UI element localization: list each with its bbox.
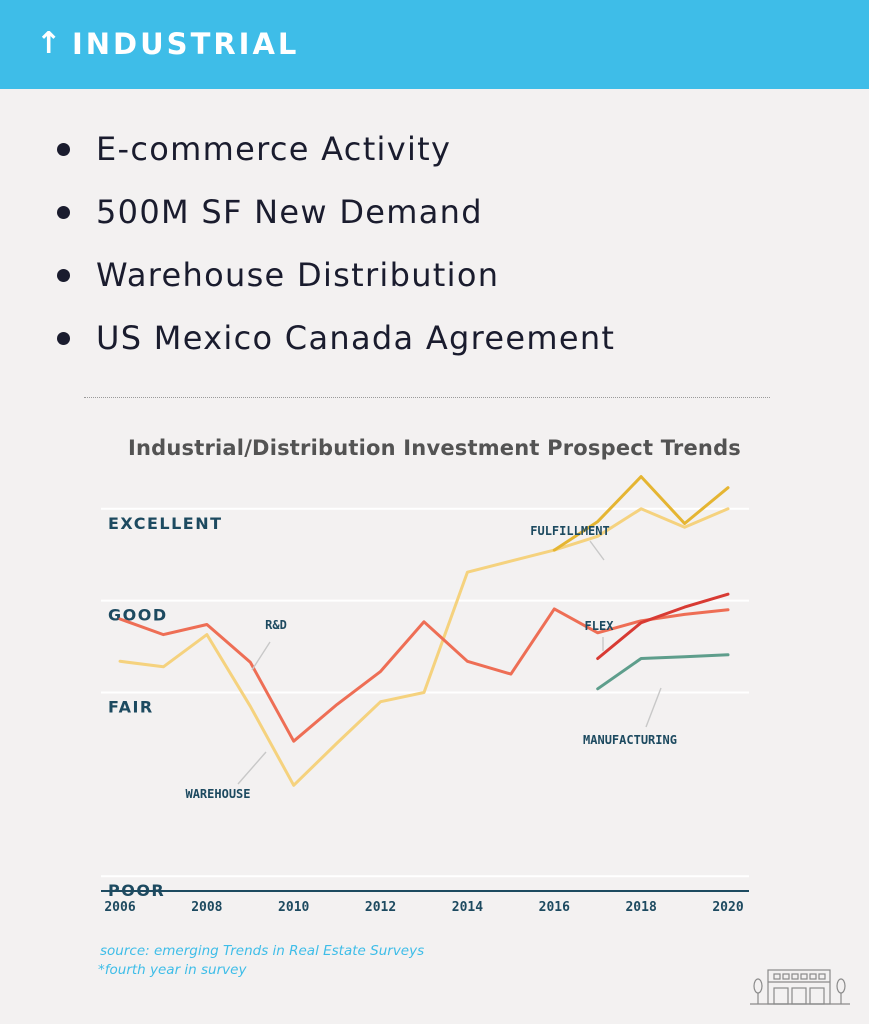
series-line-warehouse — [118, 507, 730, 787]
x-tick-label: 2008 — [191, 900, 222, 915]
series-line-manufacturing — [596, 653, 730, 691]
bullet-dot-icon — [57, 269, 70, 282]
leader-line — [645, 687, 662, 728]
x-tick-label: 2006 — [104, 900, 135, 915]
x-tick-label: 2018 — [625, 900, 656, 915]
bullet-dot-icon — [57, 332, 70, 345]
list-item: Warehouse Distribution — [0, 244, 869, 307]
source-note: source: emerging Trends in Real Estate S… — [100, 943, 425, 959]
bullet-list: E-commerce Activity 500M SF New Demand W… — [0, 118, 869, 370]
x-tick-label: 2020 — [712, 900, 743, 915]
bullet-dot-icon — [57, 143, 70, 156]
leader-line — [251, 641, 271, 671]
list-item: US Mexico Canada Agreement — [0, 307, 869, 370]
y-level-label: EXCELLENT — [108, 514, 223, 533]
bullet-dot-icon — [57, 206, 70, 219]
bullet-text: US Mexico Canada Agreement — [96, 319, 616, 357]
x-tick-label: 2010 — [278, 900, 309, 915]
series-label: WAREHOUSE — [185, 787, 250, 801]
bullet-text: 500M SF New Demand — [96, 193, 483, 231]
divider — [84, 397, 770, 398]
leader-line — [589, 540, 605, 561]
list-item: 500M SF New Demand — [0, 181, 869, 244]
series-line-flex — [596, 592, 730, 660]
x-tick-label: 2016 — [539, 900, 570, 915]
y-level-label: FAIR — [108, 698, 154, 717]
series-label: FULFILLMENT — [530, 524, 609, 538]
header-banner: ↑ INDUSTRIAL — [0, 0, 869, 89]
footnote: *fourth year in survey — [98, 962, 247, 978]
x-tick-label: 2014 — [452, 900, 483, 915]
series-label: R&D — [265, 618, 287, 632]
series-label: MANUFACTURING — [583, 733, 677, 747]
section-title: INDUSTRIAL — [72, 27, 300, 61]
series-line-fulfillment — [552, 475, 730, 552]
bullet-text: E-commerce Activity — [96, 130, 452, 168]
series-line-r-d — [118, 607, 730, 743]
bullet-text: Warehouse Distribution — [96, 256, 500, 294]
list-item: E-commerce Activity — [0, 118, 869, 181]
building-icon — [750, 969, 850, 1005]
series-label: FLEX — [585, 619, 615, 633]
y-level-label: GOOD — [108, 606, 168, 625]
leader-line — [237, 751, 267, 785]
chart-title: Industrial/Distribution Investment Prosp… — [127, 436, 741, 460]
up-arrow-icon: ↑ — [36, 26, 62, 61]
x-tick-label: 2012 — [365, 900, 396, 915]
